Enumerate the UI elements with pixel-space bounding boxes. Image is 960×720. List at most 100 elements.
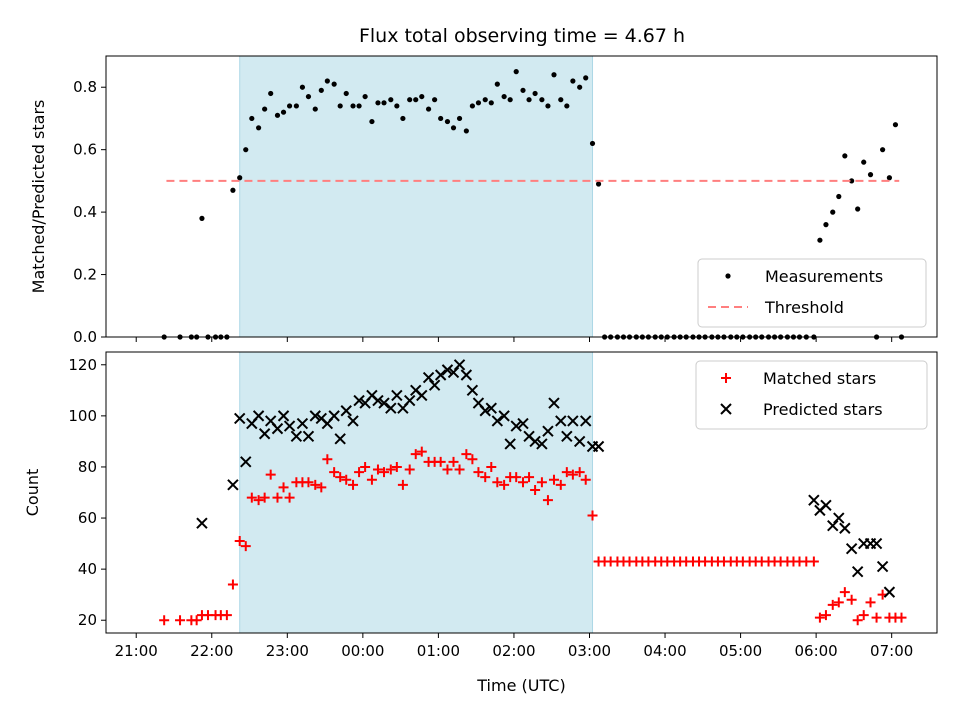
matched-star-point <box>259 492 270 503</box>
predicted-star-point <box>561 430 573 443</box>
legend-matched-marker <box>721 373 731 383</box>
matched-star-point <box>265 469 276 480</box>
matched-star-point <box>335 472 346 483</box>
matched-star-point <box>820 610 831 621</box>
y-tick-label: 40 <box>78 560 97 578</box>
legend-measurement-marker <box>725 273 731 279</box>
measurement-point <box>369 118 375 125</box>
matched-star-point <box>858 610 869 621</box>
x-tick-label: 03:00 <box>568 642 611 660</box>
measurement-point <box>438 115 444 122</box>
predicted-star-point <box>347 415 359 427</box>
x-tick-label: 05:00 <box>719 642 762 660</box>
measurement-point <box>312 106 318 112</box>
measurement-point <box>450 125 457 131</box>
measurement-point <box>243 147 249 153</box>
measurement-point <box>539 97 545 103</box>
measurement-point <box>274 112 281 118</box>
matched-star-point <box>410 449 421 460</box>
observing-window-span <box>239 55 594 338</box>
predicted-star-point <box>277 410 290 422</box>
matched-star-point <box>385 464 396 475</box>
x-tick-label: 21:00 <box>115 642 158 660</box>
matched-star-point <box>278 482 289 493</box>
matched-star-point <box>574 467 585 478</box>
predicted-star-point <box>845 542 858 555</box>
measurement-point <box>570 78 576 84</box>
matched-star-point <box>454 464 465 475</box>
matched-star-point <box>871 612 882 623</box>
measurement-point <box>249 115 255 122</box>
measurement-point <box>589 140 596 147</box>
matched-star-point <box>391 461 402 472</box>
predicted-star-point <box>391 389 403 402</box>
matched-star-point <box>284 492 295 503</box>
measurement-point <box>419 93 425 100</box>
measurement-point <box>413 97 419 103</box>
y-tick-label: 100 <box>68 407 97 425</box>
measurement-point <box>595 181 602 187</box>
matched-star-point <box>492 477 503 488</box>
measurement-point <box>545 103 551 109</box>
measurement-point <box>867 172 874 178</box>
matched-star-point <box>322 454 333 465</box>
matched-star-point <box>587 510 598 521</box>
y-tick-label: 0.0 <box>73 328 97 346</box>
measurement-point <box>551 72 557 78</box>
matched-star-point <box>852 615 863 626</box>
measurement-point <box>337 103 343 109</box>
observing-window-span <box>239 351 594 634</box>
predicted-star-point <box>196 517 208 529</box>
measurement-point <box>331 81 337 87</box>
axes-frame <box>105 55 938 338</box>
matched-star-point <box>159 615 170 626</box>
measurement-point <box>855 206 861 212</box>
matched-star-point <box>240 541 251 552</box>
predicted-star-point <box>839 522 851 534</box>
matched-star-point <box>272 492 283 503</box>
measurement-point <box>817 237 823 243</box>
measurement-point <box>425 106 432 112</box>
measurement-point <box>432 97 438 103</box>
predicted-star-point <box>252 410 265 422</box>
predicted-star-point <box>580 415 592 427</box>
matched-star-point <box>473 467 484 478</box>
predicted-star-point <box>870 537 883 550</box>
x-tick-label: 04:00 <box>643 642 686 660</box>
measurement-point <box>362 93 368 100</box>
measurement-point <box>830 209 836 215</box>
matched-star-point <box>896 612 907 623</box>
measurement-point <box>849 178 855 184</box>
predicted-star-point <box>403 394 416 407</box>
measurement-point <box>842 153 848 159</box>
predicted-star-point <box>296 417 309 430</box>
legend-label: Measurements <box>765 267 883 286</box>
matched-star-point <box>846 594 857 605</box>
measurement-point <box>532 90 538 97</box>
predicted-star-point <box>808 494 820 506</box>
measurement-point <box>880 147 886 153</box>
predicted-star-point <box>422 371 435 384</box>
matched-star-point <box>329 467 340 478</box>
measurement-point <box>892 122 899 128</box>
predicted-star-point <box>548 397 560 409</box>
measurement-point <box>507 97 513 103</box>
predicted-star-point <box>234 412 246 425</box>
measurement-point <box>394 103 400 109</box>
matched-star-point <box>360 461 371 472</box>
matched-star-point <box>486 461 497 472</box>
measurement-point <box>388 97 394 103</box>
matched-star-point <box>348 479 359 490</box>
measurement-point <box>886 175 893 181</box>
matched-star-point <box>416 446 427 457</box>
predicted-star-point <box>447 366 460 379</box>
matched-star-point <box>536 477 547 488</box>
measurement-point <box>237 175 243 181</box>
legend-box <box>697 258 927 328</box>
measurement-point <box>577 84 583 90</box>
predicted-star-point <box>434 369 447 381</box>
matched-star-point <box>435 456 446 467</box>
predicted-star-point <box>491 415 504 427</box>
panel-ratio: 0.0 0.2 0.4 0.6 0.8 Matched/Predicted stars Me… <box>29 55 938 346</box>
measurement-point <box>400 115 406 122</box>
